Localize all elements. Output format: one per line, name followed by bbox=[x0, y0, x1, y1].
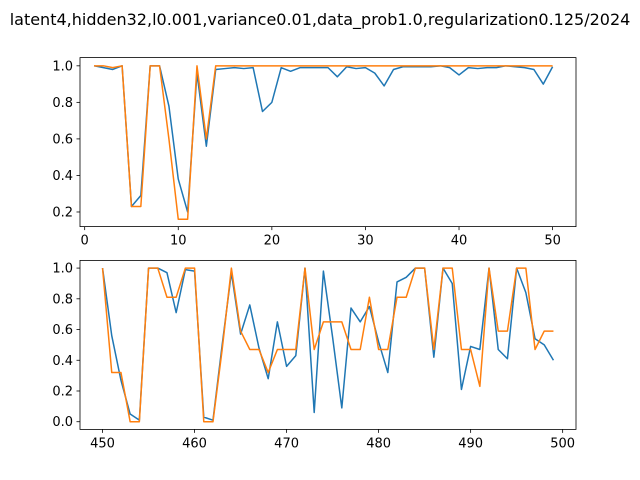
series-0-line bbox=[93, 65, 554, 213]
series-0-line bbox=[101, 267, 555, 421]
x-tick-label: 30 bbox=[357, 234, 374, 249]
series-1-line bbox=[101, 267, 554, 423]
chart-title: latent4,hidden32,l0.001,variance0.01,dat… bbox=[9, 10, 631, 29]
x-tick-label: 0 bbox=[81, 234, 89, 249]
series-1-line bbox=[94, 65, 553, 221]
top-panel: 0 10 20 30 40 50 0.2 0.4 0.6 0.8 1.0 bbox=[52, 57, 577, 249]
y-tick-label: 0.8 bbox=[52, 96, 73, 111]
y-tick-label: 0.0 bbox=[52, 415, 73, 430]
axes-frame bbox=[79, 57, 577, 227]
x-tick-label: 460 bbox=[182, 436, 207, 451]
axes-frame bbox=[79, 259, 577, 430]
y-tick-label: 0.6 bbox=[52, 323, 73, 338]
x-tick-label: 490 bbox=[458, 436, 483, 451]
x-tick-label: 20 bbox=[264, 234, 281, 249]
y-tick-label: 0.8 bbox=[52, 292, 73, 307]
y-tick-label: 0.2 bbox=[52, 205, 73, 220]
bottom-panel: 450 460 470 480 490 500 0.0 0.2 0.4 0.6 0.8 1.0 bbox=[52, 259, 577, 451]
x-tick-label: 10 bbox=[170, 234, 187, 249]
x-tick-label: 480 bbox=[366, 436, 391, 451]
y-tick-label: 0.4 bbox=[52, 354, 73, 369]
x-tick-label: 500 bbox=[550, 436, 575, 451]
y-tick-label: 1.0 bbox=[52, 262, 73, 277]
x-tick-label: 450 bbox=[90, 436, 115, 451]
y-tick-label: 0.6 bbox=[52, 132, 73, 147]
y-tick-label: 0.4 bbox=[52, 169, 73, 184]
x-tick-label: 50 bbox=[544, 234, 561, 249]
x-tick-label: 470 bbox=[274, 436, 299, 451]
y-tick-label: 0.2 bbox=[52, 384, 73, 399]
y-tick-label: 1.0 bbox=[52, 59, 73, 74]
x-tick-label: 40 bbox=[451, 234, 468, 249]
